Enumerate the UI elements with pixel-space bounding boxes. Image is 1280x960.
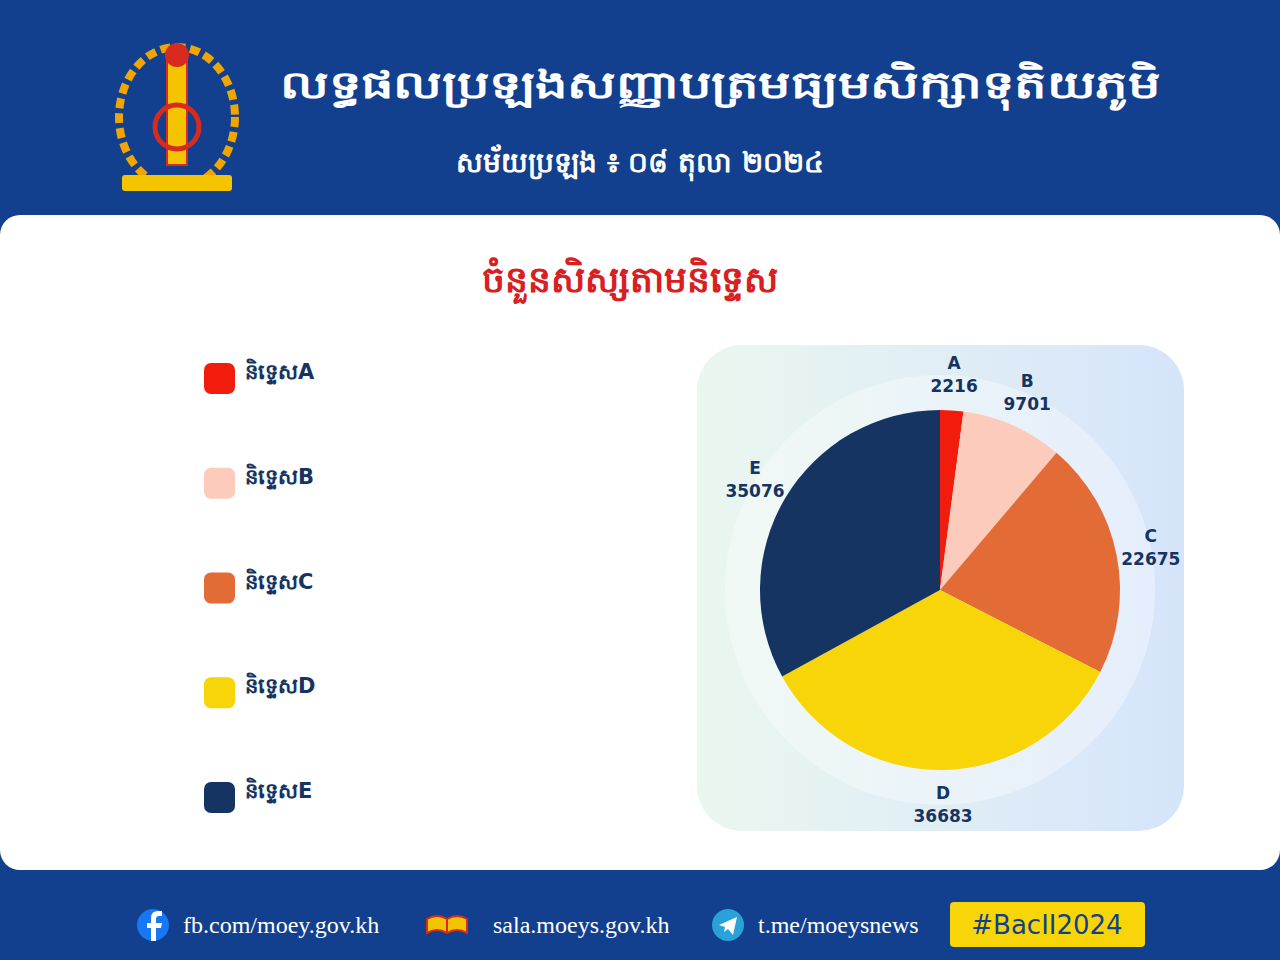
legend-label: និទ្ទេសE (245, 777, 312, 804)
legend: និទ្ទេសA និទ្ទេសB និទ្ទេសC និទ្ទេសD និទ្ទេសE (204, 358, 315, 813)
hashtag: #BacII2024 (971, 910, 1122, 940)
slice-category-label: E (749, 458, 761, 478)
book-spine (446, 919, 448, 933)
logo-wheel (155, 105, 199, 149)
facebook-glyph (147, 911, 162, 941)
facebook-icon (137, 909, 169, 941)
logo-wreath (119, 47, 235, 187)
slice-value-label: 9701 (1004, 394, 1051, 414)
slice-category-label: C (1145, 526, 1157, 546)
pie-halo (725, 375, 1155, 805)
panel (0, 215, 1280, 870)
footer: fb.com/moey.gov.kh sala.moeys.gov.kh t.me/… (137, 902, 1145, 947)
background (0, 0, 1280, 960)
legend-swatch (204, 468, 235, 499)
legend-swatch (204, 363, 235, 394)
slice-category-label: D (936, 783, 950, 803)
legend-label: និទ្ទេសB (245, 463, 314, 490)
legend-label: និទ្ទេសA (245, 358, 315, 385)
legend-swatch (204, 782, 235, 813)
legend-label: និទ្ទេសD (245, 672, 315, 699)
pie-slice (760, 410, 940, 677)
legend-swatch (204, 677, 235, 708)
header-subtitle: សម័យប្រឡង ៖ ០៨ តុលា ២០២៤ (456, 144, 824, 182)
slice-value-label: 2216 (930, 376, 977, 396)
header-title: លទ្ធផលប្រឡងសញ្ញាបត្រមធ្យមសិក្សាទុតិយភូមិ (280, 61, 1160, 111)
data-labels: A 2216 B 9701 C 22675 D 36683 E 35076 (725, 353, 1180, 826)
slice-value-label: 36683 (913, 806, 972, 826)
slice-category-label: B (1021, 371, 1034, 391)
telegram-icon (712, 909, 744, 941)
book-shape (427, 916, 467, 933)
pie (760, 410, 1120, 770)
logo (119, 43, 235, 191)
plot-background (697, 345, 1184, 831)
logo-flame (165, 43, 189, 67)
logo-ribbon (122, 175, 232, 191)
footer-link: sala.moeys.gov.kh (493, 912, 669, 938)
slice-value-label: 22675 (1121, 549, 1180, 569)
telegram-glyph (719, 917, 737, 935)
book-icon (427, 916, 467, 933)
canvas: លទ្ធផលប្រឡងសញ្ញាបត្រមធ្យមសិក្សាទុតិយភូមិ… (0, 0, 1280, 960)
legend-label: និទ្ទេសC (245, 568, 313, 595)
footer-link: fb.com/moey.gov.kh (183, 912, 379, 938)
slice-category-label: A (947, 353, 961, 373)
slice-value-label: 35076 (725, 481, 784, 501)
hashtag-box (950, 902, 1145, 947)
footer-link: t.me/moeysnews (758, 912, 919, 938)
legend-swatch (204, 573, 235, 604)
chart-title: ចំនួនសិស្សតាមនិទ្ទេស (482, 257, 778, 304)
